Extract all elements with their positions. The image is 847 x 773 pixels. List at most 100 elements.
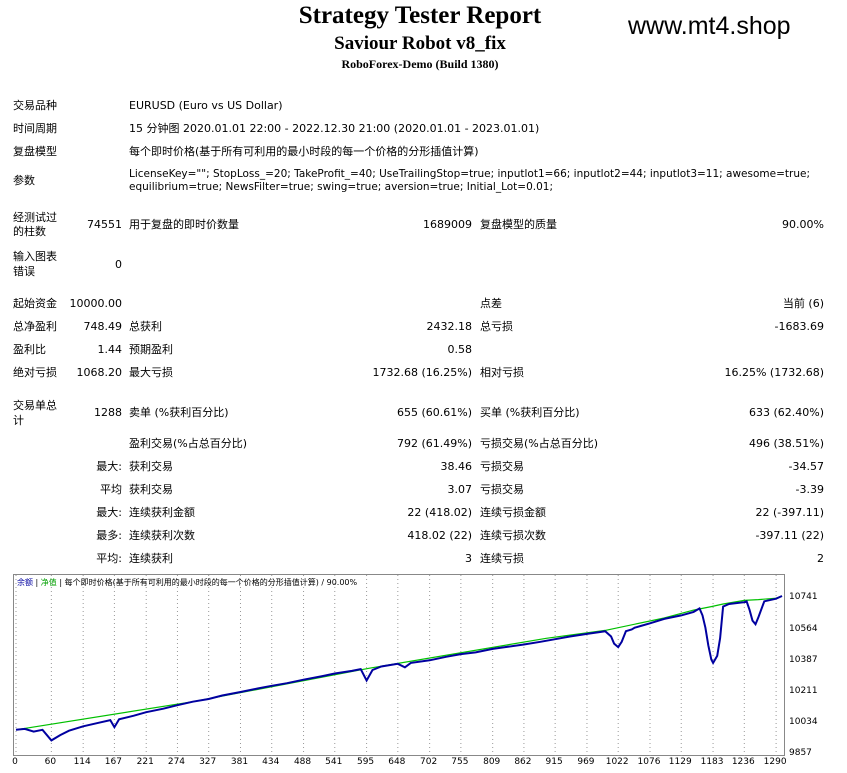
- x-tick-label: 1236: [731, 757, 755, 767]
- x-tick-label: 862: [514, 757, 532, 767]
- balance-chart-svg: [15, 575, 783, 757]
- x-tick-label: 434: [262, 757, 280, 767]
- model-value: 每个即时价格(基于所有可利用的最小时段的每一个价格的分形插值计算): [129, 145, 479, 158]
- legend-equity: 净值: [40, 578, 57, 587]
- cons-win-count-label: 连续获利次数: [129, 529, 195, 542]
- y-tick-label: 10034: [789, 716, 818, 727]
- x-tick-label: 167: [104, 757, 122, 767]
- profit-factor-value: 1.44: [97, 343, 123, 356]
- max-loss-value: -34.57: [788, 460, 824, 473]
- net-value: 748.49: [83, 320, 123, 333]
- legend-balance: 余额: [17, 578, 33, 587]
- most-prefix: 最多:: [96, 529, 122, 542]
- x-tick-label: 541: [325, 757, 343, 767]
- cons-loss-amount-value: 22 (-397.11): [755, 506, 824, 519]
- rel-drawdown-label: 相对亏损: [480, 366, 524, 379]
- payoff-value: 0.58: [447, 343, 473, 356]
- y-tick-label: 10211: [789, 685, 818, 696]
- x-tick-label: 1022: [605, 757, 629, 767]
- x-tick-label: 595: [356, 757, 375, 767]
- max-drawdown-label: 最大亏损: [129, 366, 173, 379]
- model-label: 复盘模型: [13, 145, 57, 158]
- profit-factor-label: 盈利比: [13, 343, 46, 356]
- symbol-value: EURUSD (Euro vs US Dollar): [129, 99, 283, 112]
- x-tick-label: 1129: [668, 757, 692, 767]
- abs-drawdown-label: 绝对亏损: [13, 366, 57, 379]
- y-tick-label: 10564: [789, 623, 818, 634]
- long-value: 633 (62.40%): [748, 406, 824, 419]
- y-tick-label: 10741: [789, 592, 818, 603]
- total-trades-value: 1288: [94, 406, 122, 419]
- spread-value: 当前 (6): [782, 297, 824, 310]
- avg-win-value: 3.07: [447, 483, 473, 496]
- avg-cons-loss-label: 连续亏损: [480, 552, 524, 565]
- x-tick-label: 381: [230, 757, 249, 767]
- gross-profit-label: 总获利: [129, 320, 162, 333]
- x-tick-label: 809: [483, 757, 501, 767]
- x-tick-label: 1183: [700, 757, 724, 767]
- avg-loss-value: -3.39: [795, 483, 824, 496]
- params-line-1: LicenseKey=""; StopLoss_=20; TakeProfit_…: [129, 168, 810, 180]
- legend-text: 每个即时价格(基于所有可利用的最小时段的每一个价格的分形插值计算) / 90.0…: [64, 578, 358, 587]
- total-trades-label-1: 交易单总: [13, 399, 57, 412]
- bars-label-2: 的柱数: [13, 225, 46, 238]
- x-tick-label: 274: [167, 757, 186, 767]
- loss-trades-label: 亏损交易(%占总百分比): [480, 437, 599, 450]
- x-tick-label: 0: [12, 757, 18, 767]
- cons-win-count-value: 418.02 (22): [407, 529, 472, 542]
- chart-legend: 余额 | 净值 | 每个即时价格(基于所有可利用的最小时段的每一个价格的分形插值…: [17, 578, 358, 587]
- avg-cons-win-value: 3: [465, 552, 472, 565]
- x-tick-label: 221: [136, 757, 154, 767]
- x-tick-label: 60: [44, 757, 57, 767]
- gross-profit-value: 2432.18: [426, 320, 473, 333]
- max-prefix: 最大:: [96, 460, 122, 473]
- y-tick-label: 10387: [789, 654, 818, 665]
- max-loss-label: 亏损交易: [480, 460, 524, 473]
- short-value: 655 (60.61%): [396, 406, 472, 419]
- ticks-label: 用于复盘的即时价数量: [129, 218, 239, 231]
- avg-cons-win-label: 连续获利: [129, 552, 173, 565]
- max-drawdown-value: 1732.68 (16.25%): [372, 366, 472, 379]
- report-title: Strategy Tester Report: [298, 2, 542, 29]
- spread-label: 点差: [480, 297, 502, 310]
- bars-value: 74551: [87, 218, 122, 231]
- short-label: 卖单 (%获利百分比): [129, 406, 229, 419]
- avg-cons-loss-value: 2: [817, 552, 824, 565]
- max2-prefix: 最大:: [96, 506, 122, 519]
- cons-loss-count-label: 连续亏损次数: [480, 529, 546, 542]
- y-tick-label: 9857: [789, 748, 812, 758]
- initial-label: 起始资金: [13, 297, 57, 310]
- gross-loss-label: 总亏损: [480, 320, 513, 333]
- cons-win-amount-value: 22 (418.02): [407, 506, 472, 519]
- net-label: 总净盈利: [13, 320, 57, 333]
- ticks-value: 1689009: [423, 218, 472, 231]
- total-trades-label-2: 计: [13, 414, 24, 427]
- symbol-label: 交易品种: [13, 99, 57, 112]
- max-win-label: 获利交易: [129, 460, 173, 473]
- errors-label-2: 错误: [13, 265, 35, 278]
- period-label: 时间周期: [13, 122, 57, 135]
- initial-value: 10000.00: [69, 297, 123, 310]
- equity-line: [15, 595, 783, 731]
- loss-trades-value: 496 (38.51%): [748, 437, 824, 450]
- gross-loss-value: -1683.69: [774, 320, 824, 333]
- robot-name: Saviour Robot v8_fix: [334, 33, 506, 54]
- bars-label-1: 经测试过: [13, 211, 57, 224]
- params-line-2: equilibrium=true; NewsFilter=true; swing…: [129, 181, 553, 193]
- payoff-label: 预期盈利: [129, 343, 173, 356]
- max-win-value: 38.46: [440, 460, 473, 473]
- avg2-prefix: 平均:: [96, 552, 122, 565]
- x-tick-label: 969: [577, 757, 595, 767]
- x-tick-label: 648: [388, 757, 406, 767]
- quality-value: 90.00%: [782, 218, 824, 231]
- balance-line: [15, 595, 783, 742]
- cons-loss-count-value: -397.11 (22): [755, 529, 824, 542]
- abs-drawdown-value: 1068.20: [76, 366, 123, 379]
- rel-drawdown-value: 16.25% (1732.68): [724, 366, 824, 379]
- win-trades-label: 盈利交易(%占总百分比): [129, 437, 248, 450]
- cons-win-amount-label: 连续获利金额: [129, 506, 195, 519]
- x-tick-label: 915: [545, 757, 563, 767]
- watermark: www.mt4.shop: [628, 12, 791, 40]
- cons-loss-amount-label: 连续亏损金额: [480, 506, 546, 519]
- balance-chart: [13, 574, 785, 757]
